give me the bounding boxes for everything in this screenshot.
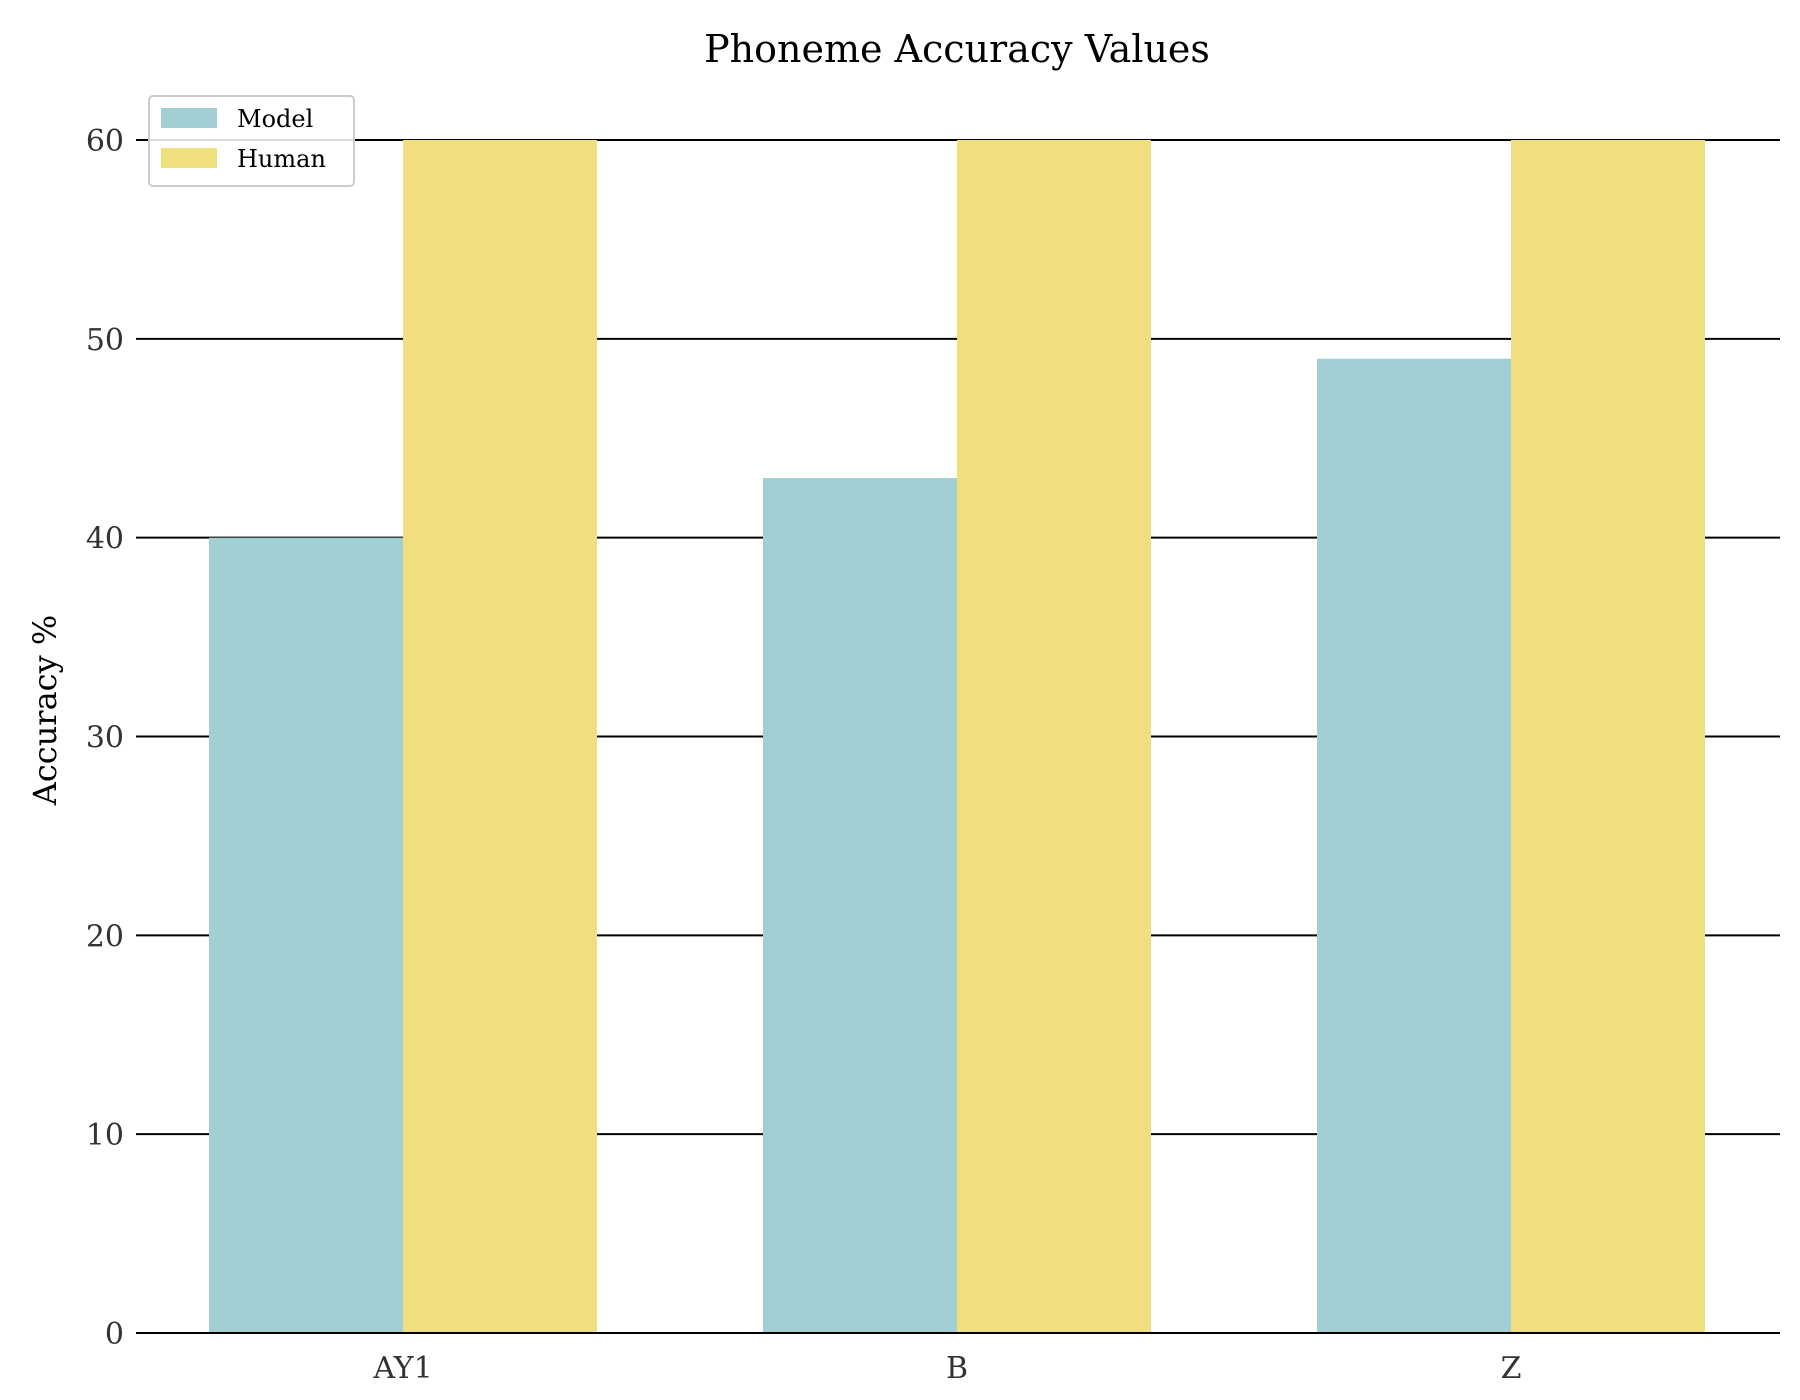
y-tick-label-40: 40 bbox=[86, 522, 124, 557]
bar-human-b bbox=[957, 140, 1151, 1333]
chart-title: Phoneme Accuracy Values bbox=[704, 27, 1210, 71]
legend: Model Human bbox=[148, 95, 355, 187]
y-tick-label-60: 60 bbox=[86, 124, 124, 159]
legend-swatch-human bbox=[161, 148, 217, 168]
bar-model-z bbox=[1317, 358, 1511, 1333]
x-tick-label-b: B bbox=[946, 1351, 968, 1386]
y-tick-label-10: 10 bbox=[86, 1118, 124, 1153]
bar-model-b bbox=[763, 478, 957, 1333]
tick-labels: 0 10 20 30 40 50 60 AY1 B Z bbox=[86, 124, 1522, 1386]
x-tick-label-z: Z bbox=[1501, 1351, 1522, 1386]
legend-swatch-model bbox=[161, 108, 217, 128]
bars bbox=[209, 140, 1705, 1333]
legend-label-model: Model bbox=[237, 105, 313, 133]
x-tick-label-ay1: AY1 bbox=[372, 1351, 432, 1386]
y-tick-label-0: 0 bbox=[105, 1317, 124, 1352]
y-tick-label-20: 20 bbox=[86, 919, 124, 954]
y-axis-label: Accuracy % bbox=[26, 615, 64, 807]
y-tick-label-30: 30 bbox=[86, 721, 124, 756]
bar-human-ay1 bbox=[403, 140, 597, 1333]
bar-human-z bbox=[1511, 140, 1705, 1333]
bar-model-ay1 bbox=[209, 537, 403, 1333]
y-tick-label-50: 50 bbox=[86, 323, 124, 358]
legend-label-human: Human bbox=[237, 145, 326, 173]
